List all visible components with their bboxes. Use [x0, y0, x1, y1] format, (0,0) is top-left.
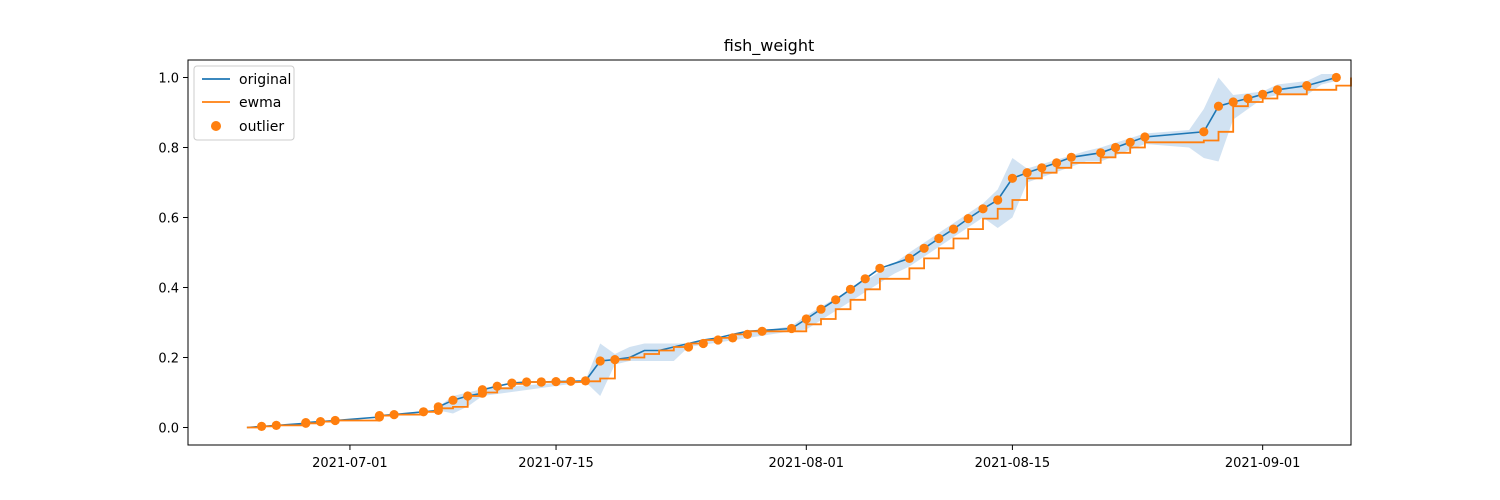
outlier-point — [1272, 85, 1282, 95]
legend-outlier-label: outlier — [239, 119, 284, 135]
outlier-point — [1213, 101, 1224, 111]
outlier-point — [522, 377, 532, 387]
chart-title: fish_weight — [724, 36, 815, 56]
outlier-point — [713, 335, 723, 345]
outlier-point — [831, 295, 841, 305]
original-line — [246, 76, 1337, 429]
outlier-point — [1258, 89, 1268, 99]
outlier-point — [978, 204, 988, 214]
original-series — [246, 76, 1337, 429]
y-tick-label: 0.4 — [158, 282, 179, 297]
outlier-point — [433, 402, 443, 412]
y-tick-label: 0.6 — [158, 212, 179, 227]
outlier-point — [595, 356, 605, 366]
outlier-point — [963, 214, 973, 224]
outlier-point — [875, 263, 885, 273]
legend-box — [193, 65, 295, 141]
outlier-point — [257, 421, 267, 431]
outlier-point — [610, 355, 620, 365]
y-tick-label: 0.2 — [158, 352, 179, 367]
outlier-point — [301, 418, 311, 428]
outlier-point — [1110, 142, 1121, 153]
x-axis-ticks: 2021-07-01 2021-07-15 2021-08-01 2021-08-15… — [312, 445, 1300, 471]
plot-frame — [187, 59, 1352, 446]
outlier-point — [757, 326, 767, 336]
outlier-point — [1066, 152, 1076, 162]
outlier-point — [580, 376, 591, 386]
outlier-point — [742, 329, 753, 339]
legend: original ewma outlier — [193, 65, 295, 141]
x-tick-label: 2021-07-15 — [518, 456, 594, 471]
legend-outlier-swatch — [211, 121, 221, 131]
outlier-point — [271, 420, 281, 430]
x-tick-label: 2021-07-01 — [312, 456, 388, 471]
y-axis-ticks: 0.0 0.2 0.4 0.6 0.8 1.0 — [158, 72, 188, 437]
outlier-point — [801, 314, 811, 324]
outlier-point — [948, 224, 959, 234]
legend-ewma-label: ewma — [239, 95, 281, 111]
outlier-point — [1331, 72, 1341, 83]
outlier-point — [919, 243, 929, 253]
outlier-point — [993, 195, 1003, 205]
outlier-point — [1052, 158, 1062, 168]
legend-original-label: original — [239, 72, 291, 88]
x-tick-label: 2021-08-01 — [769, 456, 845, 471]
outlier-point — [1302, 81, 1312, 91]
outlier-point — [845, 284, 856, 294]
outlier-point — [683, 342, 694, 352]
outlier-point — [330, 415, 340, 426]
outlier-point — [448, 395, 458, 405]
outlier-point — [492, 381, 502, 391]
confidence-band — [438, 74, 1337, 414]
outlier-point — [1007, 173, 1018, 183]
y-tick-label: 1.0 — [158, 72, 179, 87]
outlier-point — [728, 333, 738, 343]
outlier-point — [507, 378, 517, 388]
outlier-point — [477, 385, 487, 395]
outlier-point — [536, 377, 546, 387]
outlier-point — [1037, 163, 1047, 173]
outlier-point — [860, 274, 870, 284]
outlier-point — [1022, 168, 1032, 178]
x-tick-label: 2021-08-15 — [975, 456, 1051, 471]
band-area — [438, 74, 1337, 414]
outlier-point — [389, 410, 399, 420]
ewma-series — [246, 77, 1352, 429]
y-tick-label: 0.8 — [158, 142, 179, 157]
ewma-line — [246, 77, 1352, 429]
outlier-points — [257, 72, 1341, 431]
outlier-point — [1228, 97, 1238, 107]
outlier-point — [1199, 127, 1209, 137]
outlier-point — [698, 338, 708, 349]
outlier-point — [1243, 93, 1253, 104]
outlier-point — [1140, 132, 1150, 142]
x-tick-label: 2021-09-01 — [1225, 456, 1301, 471]
outlier-point — [374, 411, 384, 421]
outlier-point — [463, 391, 473, 401]
outlier-point — [1125, 137, 1135, 147]
outlier-point — [551, 377, 561, 387]
outlier-point — [566, 376, 576, 386]
outlier-point — [787, 323, 797, 334]
outlier-point — [315, 417, 326, 427]
outlier-point — [816, 304, 826, 314]
outlier-point — [1096, 148, 1106, 158]
y-tick-label: 0.0 — [158, 422, 179, 437]
outlier-point — [904, 253, 915, 263]
outlier-point — [934, 233, 944, 244]
outlier-point — [418, 407, 429, 417]
